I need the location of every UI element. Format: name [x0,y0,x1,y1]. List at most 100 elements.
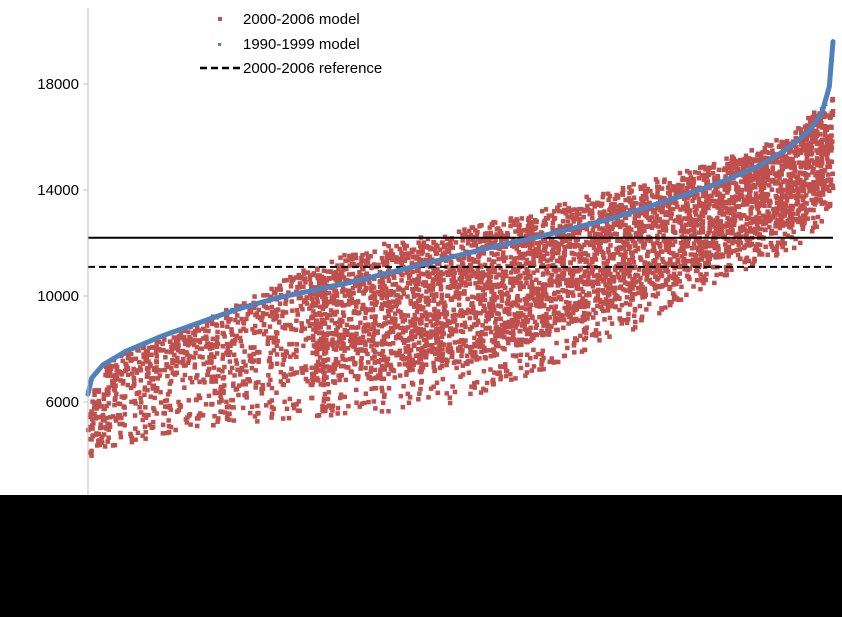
model-2000-2006-point [451,307,456,313]
model-2000-2006-point [501,250,506,255]
model-2000-2006-point [146,345,152,351]
model-2000-2006-point [614,192,619,198]
model-2000-2006-point [239,316,244,322]
model-2000-2006-point [528,325,533,331]
model-2000-2006-point [293,275,299,280]
model-2000-2006-point [777,170,782,175]
model-2000-2006-point [319,280,325,285]
model-2000-2006-point [621,268,627,274]
model-2000-2006-point [261,331,267,337]
model-2000-2006-point [678,220,683,225]
model-2000-2006-point [316,413,322,418]
model-2000-2006-point [688,252,694,257]
model-2000-2006-point [693,238,699,243]
model-2000-2006-point [317,355,323,360]
model-2000-2006-point [283,322,288,328]
model-2000-2006-point [826,137,831,142]
model-2000-2006-point [579,279,584,284]
model-2000-2006-point [803,127,809,132]
model-2000-2006-point [363,286,369,291]
model-2000-2006-point [825,134,830,139]
model-2000-2006-point [221,352,226,358]
model-2000-2006-point [649,215,655,220]
model-2000-2006-point [729,230,734,236]
model-2000-2006-point [200,355,205,360]
model-2000-2006-point [417,317,423,322]
model-2000-2006-point [347,288,352,294]
model-2000-2006-point [691,284,696,289]
model-2000-2006-point [746,258,752,264]
model-2000-2006-point [306,335,311,341]
model-2000-2006-point [501,283,507,289]
model-2000-2006-point [166,429,172,435]
model-2000-2006-point [630,253,635,258]
model-2000-2006-point [783,247,789,253]
model-2000-2006-point [497,370,502,375]
model-2000-2006-point [639,237,645,243]
model-2000-2006-point [617,307,622,313]
model-2000-2006-point [819,137,825,143]
model-2000-2006-point [623,197,628,203]
model-2000-2006-point [465,296,470,302]
model-2000-2006-point [151,405,156,411]
model-2000-2006-point [449,354,454,359]
model-2000-2006-point [386,371,391,377]
model-2000-2006-point [341,313,347,318]
model-2000-2006-point [615,250,620,255]
model-2000-2006-point [491,304,496,309]
model-2000-2006-point [752,247,758,253]
model-2000-2006-point [309,296,315,302]
model-2000-2006-point [513,277,518,283]
model-2000-2006-point [488,309,493,315]
model-2000-2006-point [477,277,482,282]
model-2000-2006-point [511,256,517,261]
model-2000-2006-point [700,220,706,225]
model-2000-2006-point [388,255,394,261]
model-2000-2006-point [659,307,665,312]
model-2000-2006-point [503,255,508,260]
model-2000-2006-point [583,298,588,304]
model-2000-2006-point [606,246,611,252]
model-2000-2006-point [456,339,462,344]
model-2000-2006-point [519,216,525,221]
model-2000-2006-point [547,278,552,283]
model-2000-2006-point [571,293,576,298]
model-2000-2006-point [492,308,497,313]
model-2000-2006-point [322,351,327,356]
model-2000-2006-point [206,393,212,399]
model-2000-2006-point [370,334,376,340]
model-2000-2006-point [143,436,148,441]
model-2000-2006-point [296,399,302,404]
model-2000-2006-point [477,251,483,256]
model-2000-2006-point [95,415,100,420]
model-2000-2006-point [817,172,822,177]
model-2000-2006-point [803,172,808,177]
model-2000-2006-point [602,301,608,306]
model-2000-2006-point [234,303,239,308]
model-2000-2006-point [380,388,385,394]
model-2000-2006-point [524,352,530,358]
model-2000-2006-point [352,373,358,379]
model-2000-2006-point [722,242,728,247]
model-2000-2006-point [444,391,450,396]
model-2000-2006-point [671,271,677,277]
model-2000-2006-point [386,266,392,272]
model-2000-2006-point [467,228,472,234]
model-2000-2006-point [353,276,359,281]
model-2000-2006-point [544,311,549,317]
model-2000-2006-point [692,252,698,257]
model-2000-2006-point [135,390,140,396]
model-2000-2006-point [429,349,434,355]
model-2000-2006-point [240,382,246,387]
model-2000-2006-point [178,349,184,354]
model-2000-2006-point [712,230,718,235]
model-2000-2006-point [505,232,511,238]
model-2000-2006-point [549,282,554,288]
model-2000-2006-point [537,286,543,292]
model-2000-2006-point [288,372,293,377]
model-2000-2006-point [325,396,331,402]
model-2000-2006-point [511,266,516,271]
model-2000-2006-point [194,344,200,350]
model-2000-2006-point [683,222,689,228]
model-2000-2006-point [419,250,425,255]
